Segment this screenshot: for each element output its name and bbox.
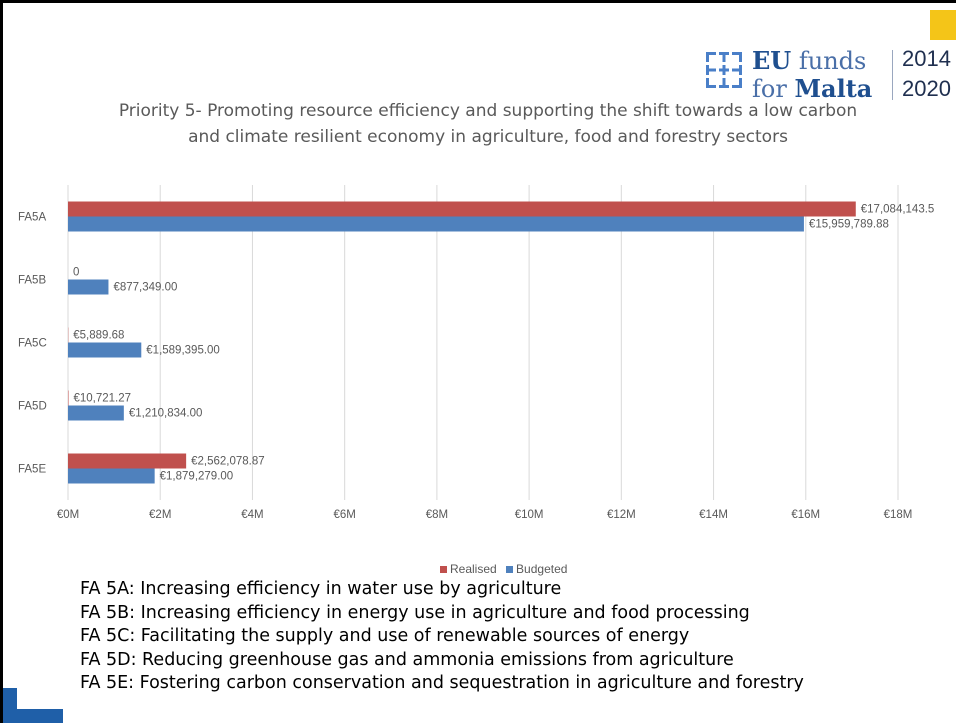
- bar-budgeted: [68, 468, 155, 484]
- legend-label-realised: Realised: [450, 562, 497, 576]
- bar-budgeted: [68, 405, 124, 421]
- category-label: FA5A: [18, 212, 46, 224]
- data-label: €10,721.27: [73, 393, 131, 405]
- data-label: €1,210,834.00: [129, 408, 203, 420]
- data-label: €17,084,143.5: [861, 204, 935, 216]
- logo-year-end: 2020: [902, 76, 951, 101]
- bar-budgeted: [68, 342, 142, 358]
- bar-budgeted: [68, 216, 804, 232]
- legend-label-budgeted: Budgeted: [516, 562, 568, 576]
- chart-legend: Realised Budgeted: [440, 562, 573, 576]
- eu-grid-icon: [706, 52, 742, 88]
- note-fa5e: FA 5E: Fostering carbon conservation and…: [80, 673, 804, 693]
- x-tick-label: €4M: [241, 509, 263, 521]
- data-label: €1,589,395.00: [146, 345, 220, 357]
- x-tick-label: €2M: [149, 509, 171, 521]
- x-tick-label: €14M: [699, 509, 728, 521]
- data-label: €877,349.00: [113, 282, 177, 294]
- corner-accent-yellow: [930, 10, 956, 40]
- x-tick-label: €16M: [791, 509, 820, 521]
- note-fa5b: FA 5B: Increasing efficiency in energy u…: [80, 602, 750, 623]
- x-tick-label: €18M: [884, 509, 913, 521]
- category-label: FA5B: [18, 275, 46, 287]
- x-tick-label: €0M: [57, 509, 79, 521]
- bar-chart: €0M €2M €4M €6M €8M €10M €12M €14M €16M €18M FA5A €…: [18, 185, 935, 521]
- legend-swatch-budgeted: [506, 566, 514, 573]
- logo-year-start: 2014: [902, 46, 951, 71]
- category-label: FA5D: [18, 401, 47, 413]
- note-fa5c: FA 5C: Facilitating the supply and use o…: [80, 626, 690, 646]
- x-tick-label: €8M: [426, 509, 448, 521]
- logo-line-2: for Malta: [752, 74, 873, 103]
- bar-realised: [68, 201, 856, 217]
- data-label: €15,959,789.88: [809, 219, 889, 231]
- category-label: FA5C: [18, 338, 47, 350]
- category-label: FA5E: [18, 464, 46, 476]
- bar-budgeted: [68, 279, 109, 295]
- x-tick-label: €12M: [607, 509, 636, 521]
- legend-swatch-realised: [440, 566, 447, 573]
- logo-separator: [892, 50, 893, 100]
- slide-left-border: [0, 0, 3, 723]
- x-tick-label: €6M: [333, 509, 355, 521]
- corner-accent-blue-horizontal: [3, 709, 63, 723]
- x-tick-label: €10M: [515, 509, 544, 521]
- legend-item-realised: Realised: [440, 562, 497, 576]
- note-fa5d: FA 5D: Reducing greenhouse gas and ammon…: [80, 649, 734, 670]
- data-label: €1,879,279.00: [160, 471, 234, 483]
- eu-funds-logo: EU funds for Malta 2014 2020: [706, 46, 951, 104]
- data-label: 0: [73, 267, 79, 279]
- legend-item-budgeted: Budgeted: [506, 562, 567, 576]
- bar-realised: [68, 453, 187, 469]
- data-label: €2,562,078.87: [191, 456, 265, 468]
- focus-area-notes: FA 5A: Increasing efficiency in water us…: [80, 578, 804, 696]
- data-label: €5,889.68: [73, 330, 124, 342]
- note-fa5a: FA 5A: Increasing efficiency in water us…: [80, 579, 562, 599]
- chart-title: Priority 5- Promoting resource efficienc…: [118, 101, 858, 147]
- logo-line-1: EU funds: [752, 46, 867, 75]
- slide-top-border: [0, 0, 956, 3]
